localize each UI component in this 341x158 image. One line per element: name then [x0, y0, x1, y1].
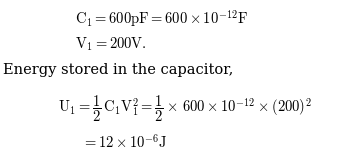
Text: $= 12 \times 10^{-6}\mathrm{J}$: $= 12 \times 10^{-6}\mathrm{J}$ [82, 132, 167, 150]
Text: $\mathrm{C}_{\mathrm{1}} = 600\mathrm{pF} = 600 \times 10^{-12}\mathrm{F}$: $\mathrm{C}_{\mathrm{1}} = 600\mathrm{pF… [75, 9, 248, 29]
Text: $\mathrm{V}_{\mathrm{1}} = 200\mathrm{V}.$: $\mathrm{V}_{\mathrm{1}} = 200\mathrm{V}… [75, 36, 147, 53]
Text: $\mathrm{U}_{\mathrm{1}} = \dfrac{1}{2}\, \mathrm{C}_{\mathrm{1}}\mathrm{V}_{\ma: $\mathrm{U}_{\mathrm{1}} = \dfrac{1}{2}\… [58, 93, 312, 124]
Text: Energy stored in the capacitor,: Energy stored in the capacitor, [3, 63, 234, 77]
